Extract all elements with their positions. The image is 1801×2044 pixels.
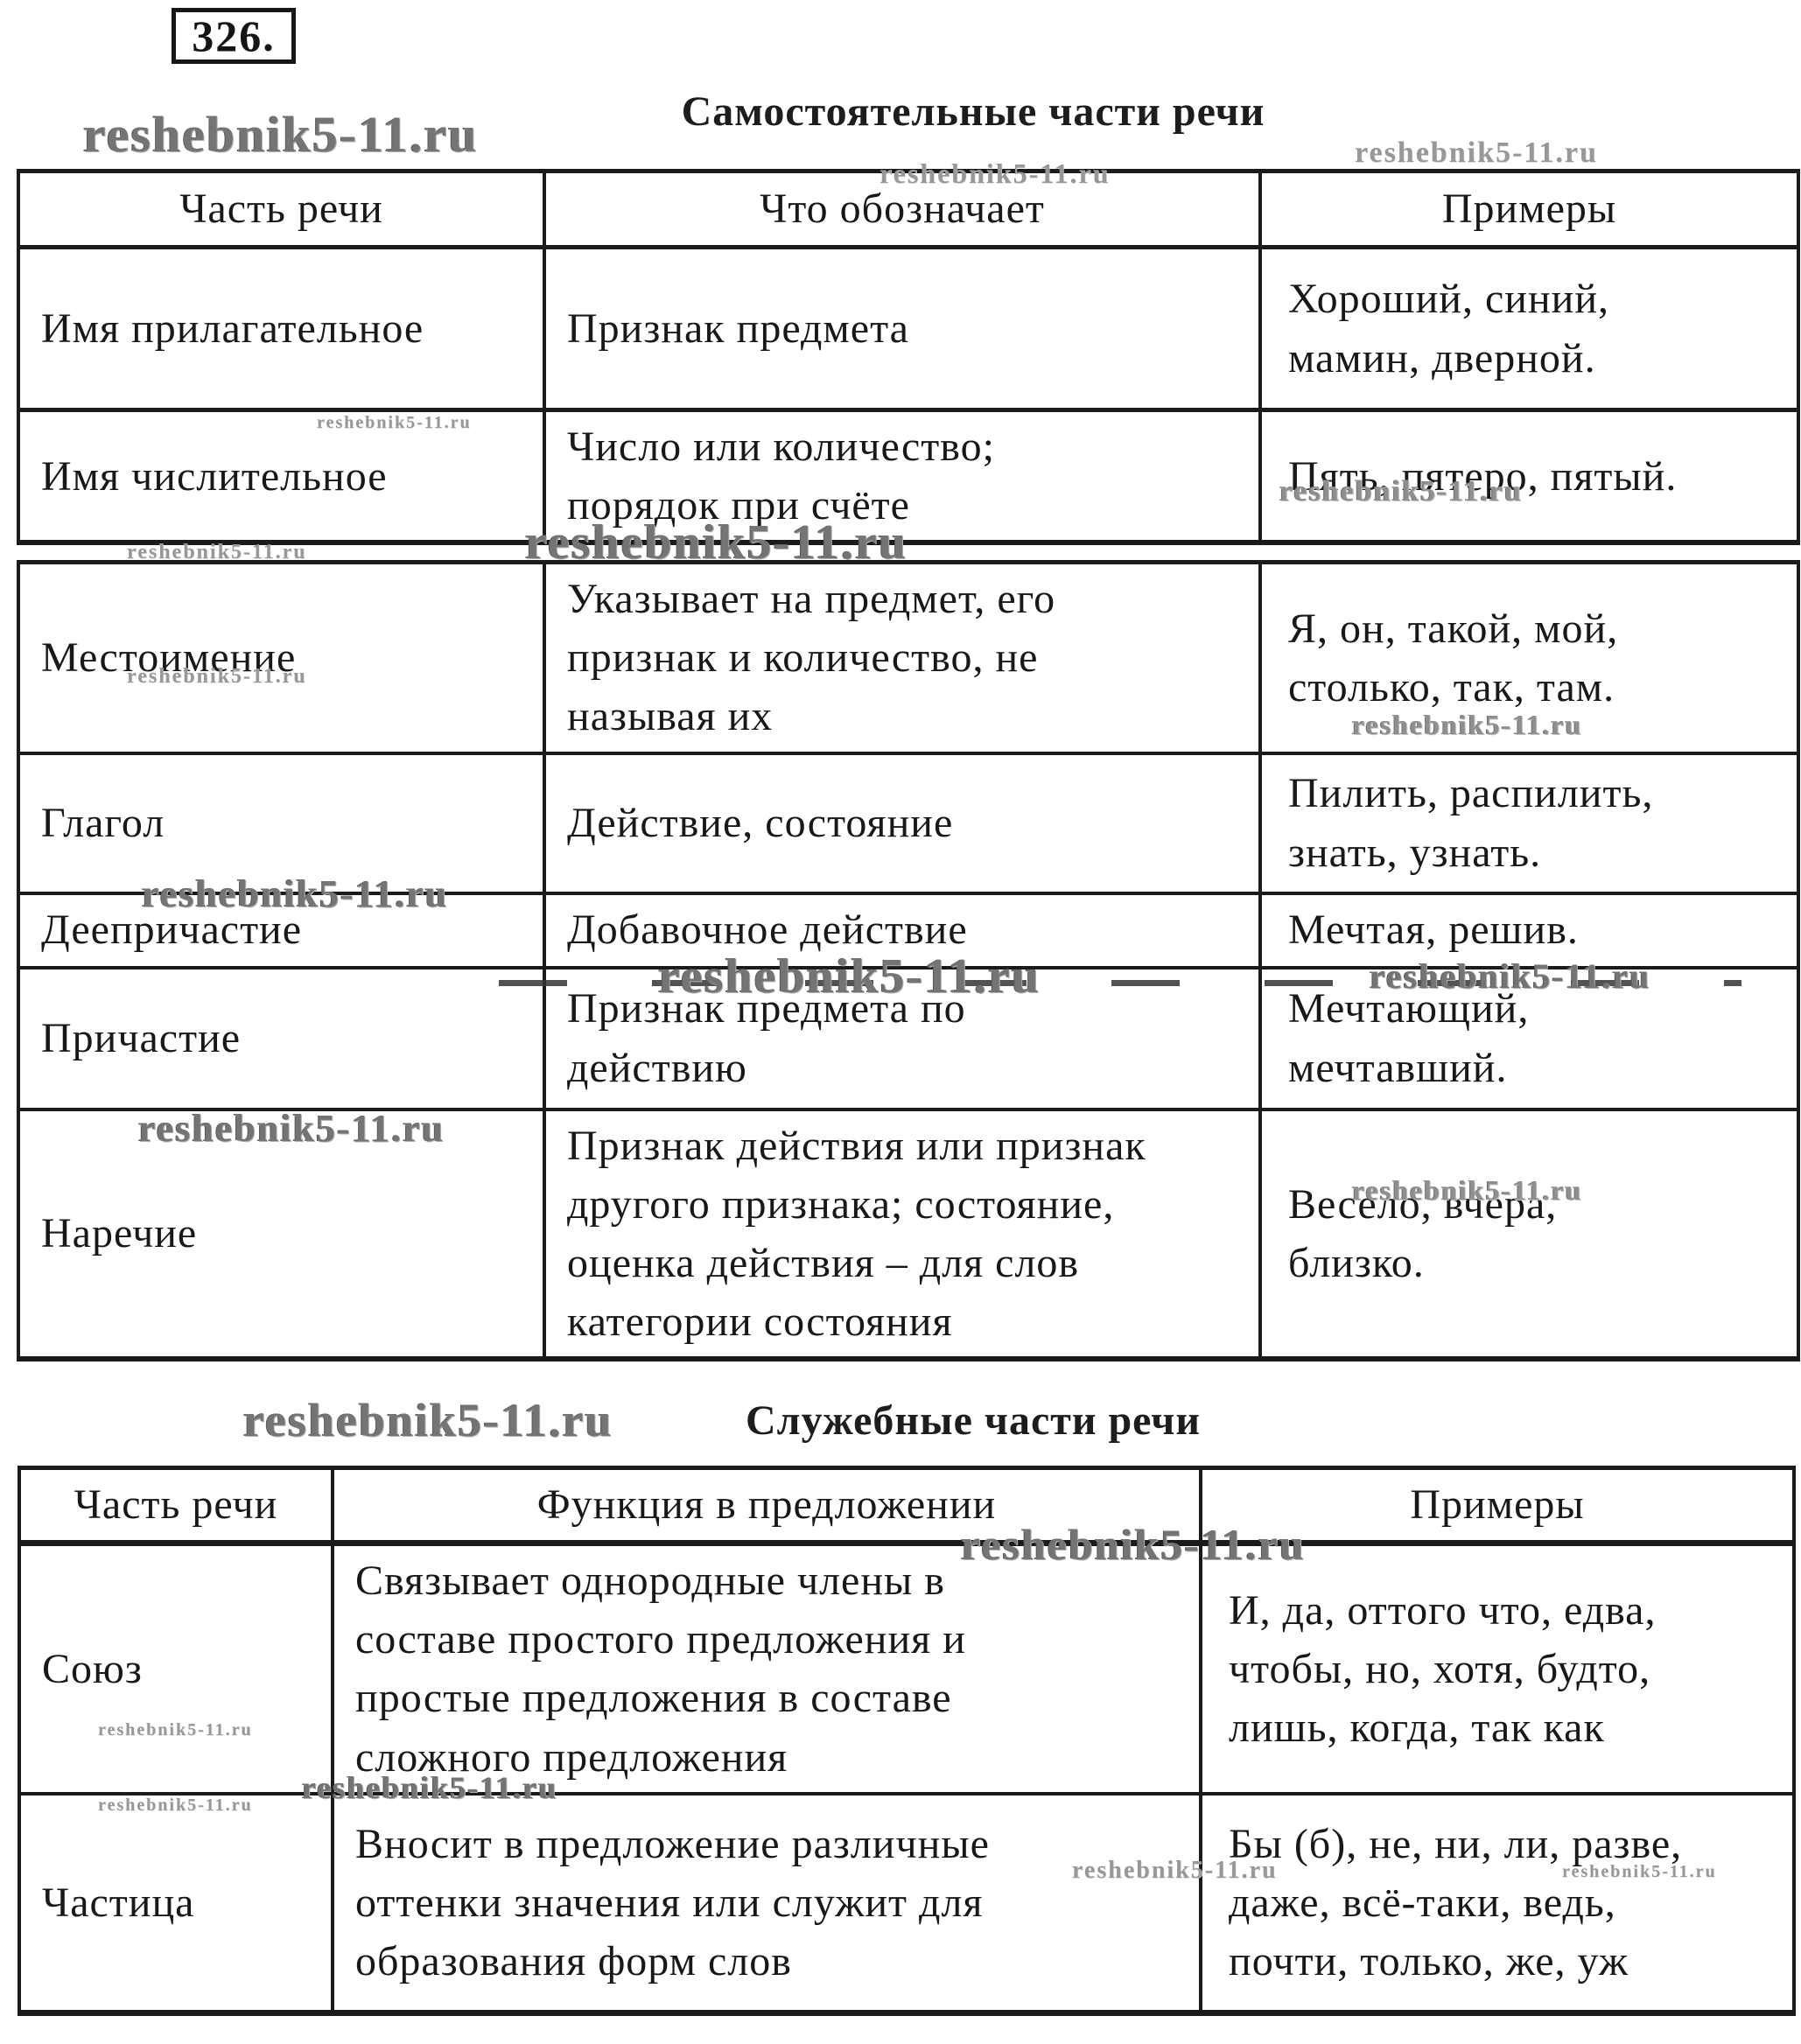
watermark: reshebnik5-11.ru bbox=[127, 541, 307, 564]
watermark: reshebnik5-11.ru bbox=[138, 1107, 445, 1150]
cell-examples: Хороший, синий, мамин, дверной. bbox=[1258, 245, 1800, 412]
watermark: reshebnik5-11.ru bbox=[98, 1796, 253, 1815]
column-header-examples: Примеры bbox=[1258, 169, 1800, 249]
cell-part-name: Деепричастие bbox=[17, 891, 546, 970]
column-header-part-of-speech: Часть речи bbox=[18, 1466, 334, 1546]
table-row: Союз Связывает однородные члены в состав… bbox=[18, 1541, 1796, 1796]
cell-function: Связывает однородные члены в составе про… bbox=[331, 1541, 1202, 1796]
cell-meaning: Число или количество; порядок при счёте bbox=[543, 408, 1262, 546]
watermark: reshebnik5-11.ru bbox=[525, 515, 908, 570]
watermark: reshebnik5-11.ru bbox=[1352, 1174, 1583, 1206]
cell-part-name: Местоимение bbox=[17, 559, 546, 755]
watermark: reshebnik5-11.ru bbox=[1352, 709, 1583, 740]
watermark: reshebnik5-11.ru bbox=[1562, 1862, 1717, 1881]
table-row: Частица Вносит в предложение различные о… bbox=[18, 1791, 1796, 2017]
cell-part-name: Глагол bbox=[17, 751, 546, 895]
cell-examples: Мечтая, решив. bbox=[1258, 891, 1800, 970]
auxiliary-parts-table: Часть речи Функция в предложении Примеры… bbox=[18, 1466, 1796, 2017]
cell-part-name: Союз bbox=[18, 1541, 334, 1796]
table-row: Глагол Действие, состояние Пилить, распи… bbox=[17, 751, 1800, 895]
cell-part-name: Имя числительное bbox=[17, 408, 546, 546]
cell-function: Вносит в предложение различные оттенки з… bbox=[331, 1791, 1202, 2017]
cell-meaning: Указывает на предмет, его признак и коли… bbox=[543, 559, 1262, 755]
cell-part-name: Частица bbox=[18, 1791, 334, 2017]
table-row: Имя прилагательное Признак предмета Хоро… bbox=[17, 245, 1800, 412]
table-header-row: Часть речи Что обозначает Примеры bbox=[17, 169, 1800, 249]
watermark: reshebnik5-11.ru bbox=[317, 413, 472, 432]
watermark: reshebnik5-11.ru bbox=[98, 1720, 253, 1740]
watermark: reshebnik5-11.ru bbox=[879, 158, 1111, 189]
cell-meaning: Действие, состояние bbox=[543, 751, 1262, 895]
independent-parts-table-lower: Местоимение Указывает на предмет, его пр… bbox=[17, 559, 1800, 1362]
column-header-part-of-speech: Часть речи bbox=[17, 169, 546, 249]
watermark: reshebnik5-11.ru bbox=[961, 1520, 1306, 1569]
independent-parts-table-upper: Часть речи Что обозначает Примеры Имя пр… bbox=[17, 169, 1800, 546]
cell-meaning: Признак предмета bbox=[543, 245, 1262, 412]
task-number: 326. bbox=[172, 8, 296, 64]
table-row: Имя числительное Число или количество; п… bbox=[17, 408, 1800, 546]
table-row: Причастие Признак предмета по действию М… bbox=[17, 965, 1800, 1111]
watermark: reshebnik5-11.ru bbox=[1370, 956, 1651, 996]
cell-part-name: Причастие bbox=[17, 965, 546, 1111]
cell-examples: Пять, пятеро, пятый. bbox=[1258, 408, 1800, 546]
cell-examples: Мечтающий, мечтавший. bbox=[1258, 965, 1800, 1111]
watermark: reshebnik5-11.ru bbox=[658, 949, 1041, 1004]
section-title-auxiliary-parts: Служебные части речи bbox=[745, 1397, 1202, 1444]
cell-meaning: Признак предмета по действию bbox=[543, 965, 1262, 1111]
cell-meaning: Добавочное действие bbox=[543, 891, 1262, 970]
watermark: reshebnik5-11.ru bbox=[1072, 1857, 1278, 1884]
cell-examples: И, да, оттого что, едва, чтобы, но, хотя… bbox=[1199, 1541, 1796, 1796]
column-header-examples: Примеры bbox=[1199, 1466, 1796, 1546]
table-row: Местоимение Указывает на предмет, его пр… bbox=[17, 559, 1800, 755]
scan-artifact-dashed-line bbox=[499, 980, 1741, 986]
watermark: reshebnik5-11.ru bbox=[1355, 136, 1598, 169]
cell-examples: Весело, вчера, близко. bbox=[1258, 1107, 1800, 1362]
cell-examples: Я, он, такой, мой, столько, так, там. bbox=[1258, 559, 1800, 755]
table-header-row: Часть речи Функция в предложении Примеры bbox=[18, 1466, 1796, 1546]
watermark: reshebnik5-11.ru bbox=[243, 1394, 613, 1446]
watermark: reshebnik5-11.ru bbox=[302, 1770, 558, 1805]
cell-examples: Бы (б), не, ни, ли, разве, даже, всё-так… bbox=[1199, 1791, 1796, 2017]
cell-meaning: Признак действия или признак другого при… bbox=[543, 1107, 1262, 1362]
watermark: reshebnik5-11.ru bbox=[127, 665, 307, 688]
section-title-independent-parts: Самостоятельные части речи bbox=[681, 88, 1265, 135]
cell-part-name: Имя прилагательное bbox=[17, 245, 546, 412]
table-row: Деепричастие Добавочное действие Мечтая,… bbox=[17, 891, 1800, 970]
watermark: reshebnik5-11.ru bbox=[83, 106, 479, 163]
watermark: reshebnik5-11.ru bbox=[1279, 475, 1523, 508]
column-header-meaning: Что обозначает bbox=[543, 169, 1262, 249]
watermark: reshebnik5-11.ru bbox=[142, 872, 449, 915]
table-row: Наречие Признак действия или признак дру… bbox=[17, 1107, 1800, 1362]
column-header-function: Функция в предложении bbox=[331, 1466, 1202, 1546]
cell-part-name: Наречие bbox=[17, 1107, 546, 1362]
cell-examples: Пилить, распилить, знать, узнать. bbox=[1258, 751, 1800, 895]
